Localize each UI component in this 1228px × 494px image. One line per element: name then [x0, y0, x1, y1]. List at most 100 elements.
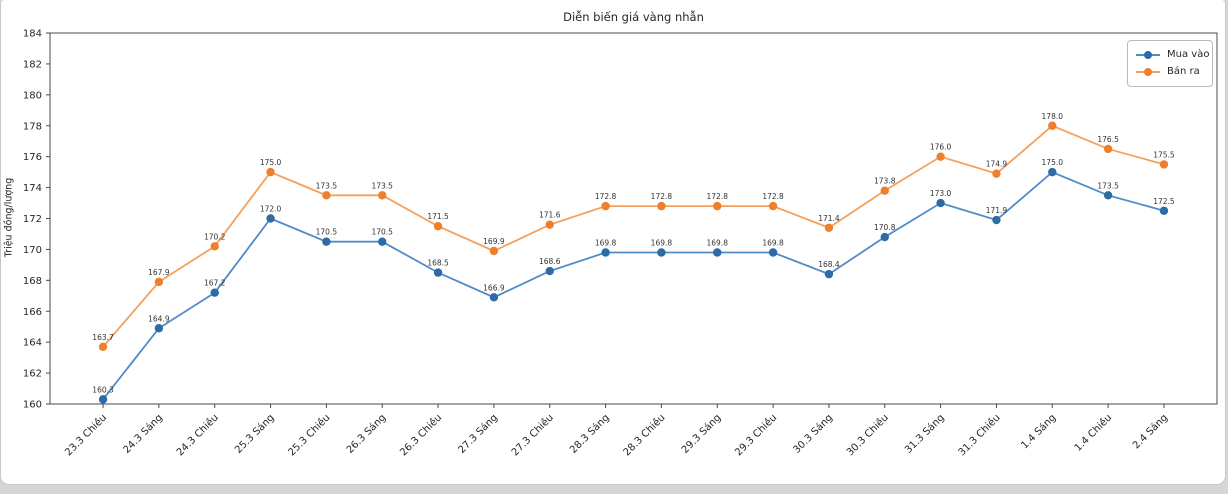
y-tick-label: 172 — [23, 214, 42, 225]
y-tick-label: 170 — [23, 245, 42, 256]
mua-vao-line-marker-icon — [1136, 50, 1160, 59]
plot-frame — [49, 32, 1218, 405]
point-value-label: 175.5 — [1153, 150, 1175, 159]
x-tick-label: 24.3 Chiều — [174, 412, 221, 459]
y-tick-label: 166 — [23, 307, 42, 318]
y-tick-label: 180 — [23, 90, 42, 101]
point-value-label: 171.5 — [427, 212, 449, 221]
point-value-label: 174.9 — [986, 160, 1008, 169]
data-point — [98, 342, 108, 352]
legend-item-mua-vao: Mua vào — [1136, 46, 1209, 63]
point-value-label: 171.9 — [986, 206, 1008, 215]
x-tick-label: 23.3 Chiều — [62, 412, 109, 459]
x-tick-label: 31.3 Chiều — [956, 412, 1003, 459]
legend: Mua vào Bán ra — [1127, 40, 1213, 87]
data-point — [936, 198, 945, 208]
data-point — [154, 324, 164, 333]
data-point — [1159, 206, 1169, 215]
point-value-label: 172.0 — [260, 205, 282, 214]
ban-ra-line-marker-icon — [1136, 67, 1160, 76]
x-tick-label: 24.3 Sáng — [121, 412, 165, 456]
y-tick-label: 164 — [23, 338, 42, 349]
data-point — [154, 277, 164, 287]
data-point — [936, 152, 945, 161]
y-tick-label: 176 — [23, 152, 42, 163]
x-tick-label: 30.3 Chiều — [844, 412, 891, 459]
data-point — [1159, 160, 1169, 169]
data-point — [322, 191, 331, 200]
point-value-label: 171.6 — [539, 211, 561, 220]
x-tick-label: 26.3 Sáng — [344, 412, 388, 456]
data-point — [266, 214, 275, 223]
point-value-label: 173.0 — [930, 189, 952, 198]
data-point — [433, 222, 443, 231]
point-value-label: 176.0 — [930, 143, 952, 152]
point-value-label: 167.9 — [148, 268, 170, 277]
data-point — [1103, 191, 1113, 200]
y-tick-label: 178 — [23, 121, 42, 132]
point-value-label: 171.4 — [818, 214, 840, 223]
point-value-label: 168.5 — [427, 259, 449, 268]
point-value-label: 169.8 — [595, 239, 617, 248]
data-point — [1103, 144, 1113, 154]
data-point — [713, 248, 722, 257]
legend-item-ban-ra: Bán ra — [1136, 63, 1204, 80]
data-point — [322, 237, 331, 246]
chart-title: Diễn biến giá vàng nhẫn — [563, 10, 704, 24]
point-value-label: 173.5 — [1097, 181, 1119, 190]
data-point — [880, 186, 889, 195]
point-value-label: 170.2 — [204, 232, 226, 241]
data-point — [657, 201, 666, 211]
data-point — [98, 395, 108, 404]
x-tick-label: 30.3 Sáng — [791, 412, 835, 456]
data-point — [489, 246, 499, 256]
point-value-label: 173.5 — [316, 181, 338, 190]
point-value-label: 178.0 — [1042, 112, 1064, 121]
point-value-label: 167.2 — [204, 279, 226, 288]
data-point — [880, 232, 889, 242]
point-value-label: 172.8 — [595, 192, 617, 201]
data-point — [601, 201, 610, 211]
point-value-label: 169.9 — [483, 237, 505, 246]
data-point — [824, 269, 834, 279]
series-line-Bán ra — [102, 124, 1165, 348]
x-tick-label: 2.4 Sáng — [1130, 412, 1170, 452]
point-value-label: 170.5 — [371, 228, 393, 237]
point-value-label: 166.9 — [483, 283, 505, 292]
legend-label: Bán ra — [1167, 66, 1200, 77]
point-value-label: 172.8 — [762, 192, 784, 201]
data-point — [545, 220, 554, 229]
x-tick-label: 25.3 Chiều — [286, 412, 333, 459]
data-point — [768, 201, 778, 211]
y-tick-label: 168 — [23, 276, 42, 287]
point-value-label: 175.0 — [260, 158, 282, 167]
data-point — [657, 248, 666, 257]
data-point — [601, 248, 610, 257]
point-value-label: 163.7 — [92, 333, 114, 342]
data-point — [992, 169, 1001, 178]
point-value-label: 169.8 — [707, 239, 729, 248]
x-tick-label: 29.3 Chiều — [733, 412, 780, 459]
data-point — [768, 248, 778, 257]
point-value-label: 168.6 — [539, 257, 561, 266]
y-tick-label: 182 — [23, 59, 42, 70]
data-point — [433, 268, 443, 277]
point-value-label: 172.8 — [707, 192, 729, 201]
point-value-label: 160.3 — [92, 385, 114, 394]
point-value-label: 164.9 — [148, 314, 170, 323]
data-point — [266, 167, 275, 177]
point-value-label: 170.5 — [316, 228, 338, 237]
y-tick-label: 160 — [23, 400, 42, 411]
data-point — [378, 237, 387, 246]
x-tick-label: 1.4 Chiều — [1072, 412, 1114, 454]
x-tick-label: 29.3 Sáng — [679, 412, 723, 456]
point-value-label: 170.8 — [874, 223, 896, 232]
data-point — [992, 215, 1001, 225]
x-tick-label: 28.3 Chiều — [621, 412, 668, 459]
point-value-label: 169.8 — [762, 239, 784, 248]
x-tick-label: 25.3 Sáng — [232, 412, 276, 456]
point-value-label: 169.8 — [651, 239, 673, 248]
data-point — [489, 293, 499, 302]
x-tick-label: 28.3 Sáng — [567, 412, 611, 456]
